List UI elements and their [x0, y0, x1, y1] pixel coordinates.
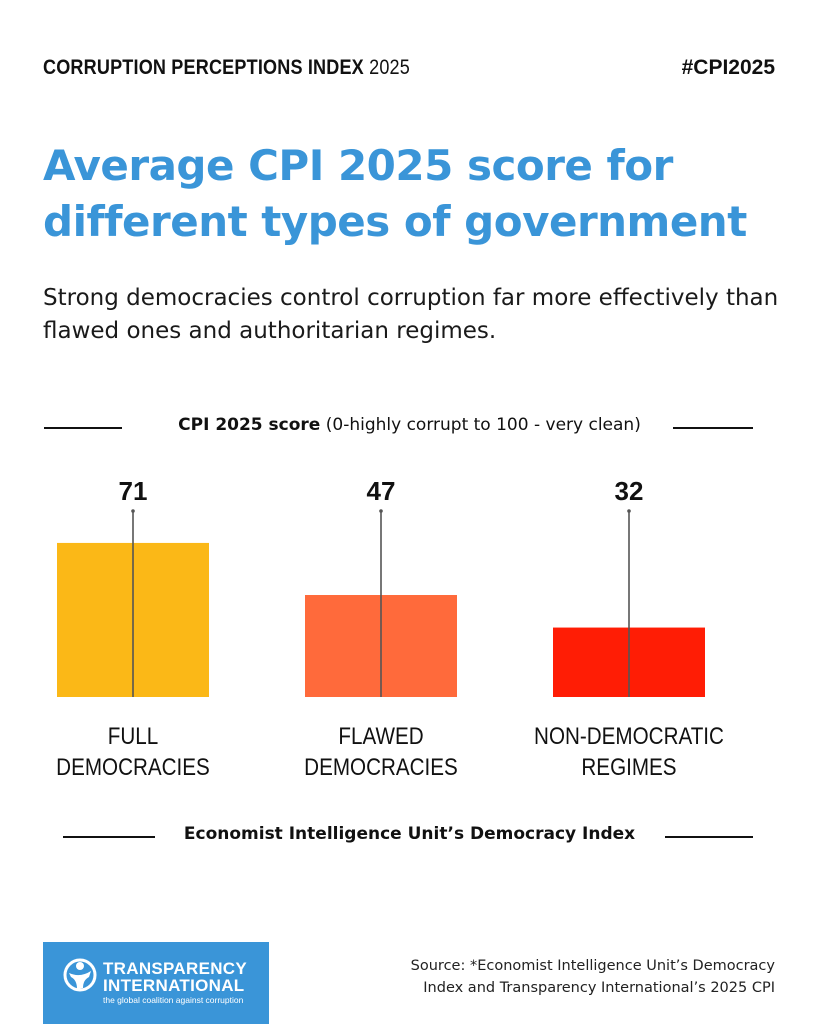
- y-axis-label-bold: CPI 2025 score: [178, 415, 321, 435]
- logo-line-2: INTERNATIONAL: [103, 976, 245, 995]
- bar-leader-dot: [627, 509, 631, 513]
- divider: [63, 836, 155, 838]
- data-label: 71: [119, 476, 148, 506]
- category-label: FLAWED: [338, 723, 423, 750]
- bar-leader-dot: [379, 509, 383, 513]
- category-label: FULL: [108, 723, 158, 750]
- bar-chart: 71 FULL DEMOCRACIES 47 FLAWED DEMOCRACIES 32 NO…: [56, 476, 724, 781]
- divider: [44, 427, 122, 429]
- hashtag: #CPI2025: [681, 56, 775, 79]
- logo-line-1: TRANSPARENCY: [103, 959, 248, 978]
- page-title: Average CPI 2025 score for different typ…: [43, 141, 747, 246]
- category-label: DEMOCRACIES: [304, 754, 458, 781]
- y-axis-label-range: (0-highly corrupt to 100 - very clean): [325, 415, 641, 435]
- category-label: REGIMES: [581, 754, 676, 781]
- divider: [665, 836, 753, 838]
- logo-tagline: the global coalition against corruption: [103, 995, 244, 1005]
- source-note: Source: *Economist Intelligence Unit’s D…: [410, 958, 775, 996]
- data-label: 32: [615, 476, 644, 506]
- header-title: CORRUPTION PERCEPTIONS INDEX 2025: [43, 56, 410, 80]
- category-label: DEMOCRACIES: [56, 754, 210, 781]
- globe-person-icon: [63, 958, 97, 992]
- bar-leader-dot: [131, 509, 135, 513]
- header-title-bold: CORRUPTION PERCEPTIONS INDEX: [43, 56, 364, 79]
- divider: [673, 427, 753, 429]
- y-axis-label: CPI 2025 score (0-highly corrupt to 100 …: [0, 415, 819, 435]
- x-axis-label: Economist Intelligence Unit’s Democracy …: [183, 824, 636, 844]
- transparency-international-logo: TRANSPARENCY INTERNATIONAL the global co…: [43, 942, 269, 1024]
- header-year: 2025: [369, 56, 410, 79]
- category-label: NON-DEMOCRATIC: [534, 723, 724, 750]
- subtitle: Strong democracies control corruption fa…: [43, 285, 779, 344]
- data-label: 47: [367, 476, 396, 506]
